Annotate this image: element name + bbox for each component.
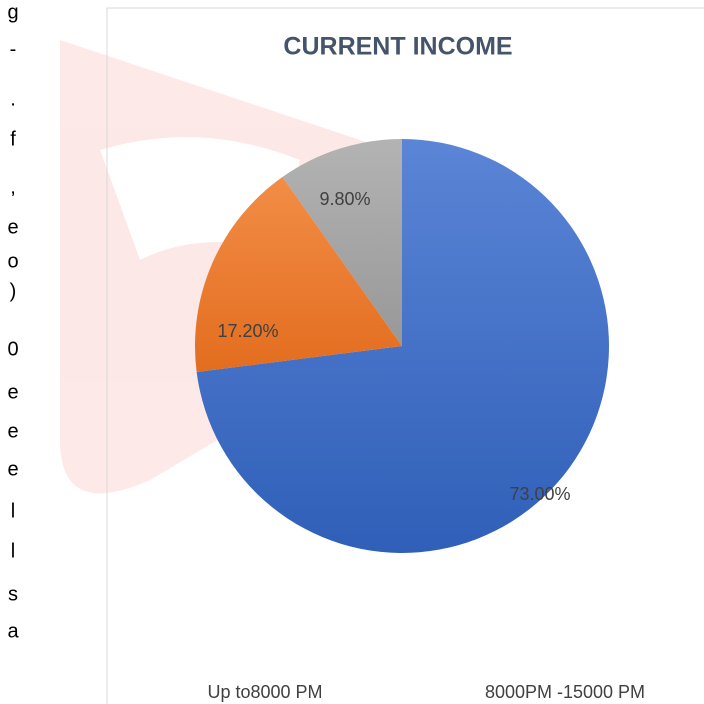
chart-title: CURRENT INCOME xyxy=(283,33,512,61)
legend-label: Up to8000 PM xyxy=(207,682,322,702)
chart-frame xyxy=(106,7,704,704)
side-fragment: e xyxy=(7,458,18,480)
side-fragment: g xyxy=(7,1,18,23)
pie: 73.00% 17.20% 9.80% Up to8000 PM 8000PM -150… xyxy=(195,139,645,702)
side-fragment: s xyxy=(8,583,18,605)
legend-label: 8000PM -15000 PM xyxy=(485,682,645,702)
side-fragment: e xyxy=(7,420,18,442)
side-fragment: e xyxy=(7,381,18,403)
data-label: 73.00% xyxy=(509,484,570,504)
side-fragment: f xyxy=(10,128,16,150)
side-fragment: , xyxy=(10,176,16,198)
side-fragment: - xyxy=(10,38,17,60)
side-fragment: l xyxy=(11,500,15,522)
pie-slice xyxy=(282,139,402,346)
side-fragment: . xyxy=(10,88,16,110)
side-fragment: o xyxy=(7,250,18,272)
side-fragment: l xyxy=(11,540,15,562)
side-fragment: ) xyxy=(10,280,17,302)
data-label: 9.80% xyxy=(319,189,370,209)
pie-slice xyxy=(196,139,609,554)
side-fragment: a xyxy=(7,620,19,642)
data-label: 17.20% xyxy=(217,321,278,341)
side-fragment: e xyxy=(7,216,18,238)
pie-slice xyxy=(195,177,402,372)
side-fragment: 0 xyxy=(7,338,18,360)
